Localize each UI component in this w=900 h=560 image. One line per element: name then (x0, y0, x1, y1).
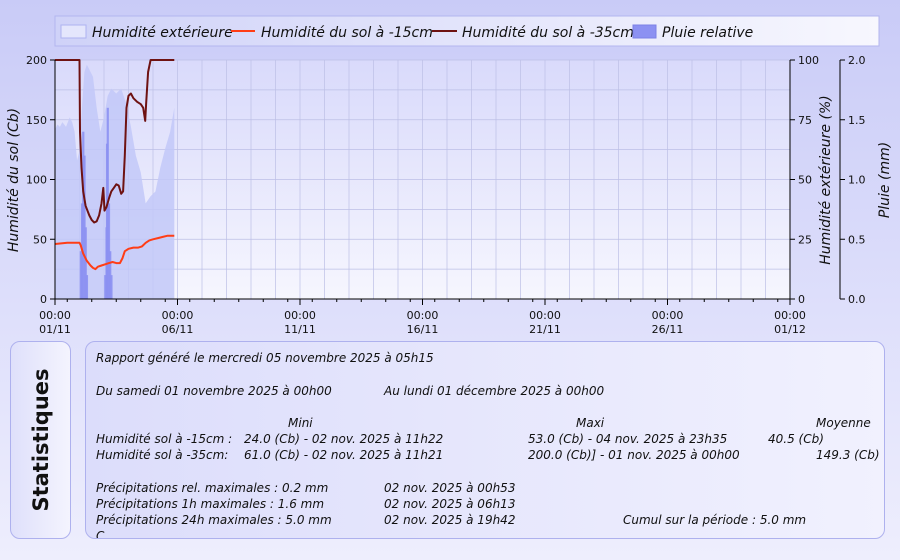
chart: 0 50 100 150 200 0 25 50 75 100 0.0 0.5 1.0 1.5 2.0 00:… (6, 15, 893, 336)
y-right1-tick-label: 75 (798, 114, 812, 127)
y-right1-tick-label: 100 (798, 54, 819, 67)
precip-1h-label: Précipitations 1h maximales : 1.6 mm (96, 497, 325, 511)
y-right2-axis-label: Pluie (mm) (877, 142, 893, 218)
statistics-side-panel: Statistiques (10, 341, 71, 539)
x-tick-date-label: 21/11 (529, 323, 561, 336)
x-tick-time-label: 00:00 (407, 309, 439, 322)
period-to: Au lundi 01 décembre 2025 à 00h00 (384, 384, 605, 398)
row-sol-35-avg: 149.3 (Cb) (816, 448, 880, 462)
row-sol-35-max: 200.0 (Cb)] - 01 nov. 2025 à 00h00 (528, 448, 740, 462)
x-tick-time-label: 00:00 (39, 309, 71, 322)
y-left-tick-label: 100 (26, 174, 47, 187)
rain-bar (104, 275, 107, 299)
y-right1-tick-label: 50 (798, 174, 812, 187)
precip-rel-date: 02 nov. 2025 à 00h53 (384, 481, 516, 495)
legend: Humidité extérieure Humidité du sol à -1… (54, 15, 880, 47)
series-line-sol-15 (54, 234, 175, 271)
rain-bar (109, 251, 112, 299)
y-left-tick-label: 150 (26, 114, 47, 127)
x-tick-time-label: 00:00 (774, 309, 806, 322)
x-tick-date-label: 01/12 (774, 323, 806, 336)
row-sol-15-max: 53.0 (Cb) - 04 nov. 2025 à 23h35 (528, 432, 728, 446)
x-tick-date-label: 26/11 (652, 323, 684, 336)
report-date: Rapport généré le mercredi 05 novembre 2… (96, 351, 434, 365)
rain-bar (110, 275, 113, 299)
legend-swatch-humidite-ext (60, 24, 87, 39)
row-sol-35-label: Humidité sol à -35cm: (96, 448, 229, 462)
y-right2-tick-label: 1.5 (848, 114, 866, 127)
rain-bar (107, 203, 111, 299)
legend-label-pluie: Pluie relative (662, 25, 753, 41)
legend-label-sol-35: Humidité du sol à -35cm (462, 25, 634, 41)
x-tick-time-label: 00:00 (529, 309, 561, 322)
statistics-title: Statistiques (28, 368, 53, 512)
header-avg: Moyenne (816, 416, 871, 430)
row-sol-35-min: 61.0 (Cb) - 02 nov. 2025 à 11h21 (244, 448, 444, 462)
row-sol-15-min: 24.0 (Cb) - 02 nov. 2025 à 11h22 (244, 432, 444, 446)
statistics-panel: Rapport généré le mercredi 05 novembre 2… (85, 341, 885, 539)
y-left-axis-label: Humidité du sol (Cb) (6, 108, 22, 252)
y-right2-tick-label: 0.0 (848, 293, 866, 306)
y-right2-tick-label: 2.0 (848, 54, 866, 67)
grid (54, 59, 791, 300)
row-sol-15-avg: 40.5 (Cb) (768, 432, 824, 446)
rain-bar (83, 155, 86, 299)
x-tick-time-label: 00:00 (162, 309, 194, 322)
precip-24h-label: Précipitations 24h maximales : 5.0 mm (96, 513, 332, 527)
precip-cumul: Cumul sur la période : 5.0 mm (623, 513, 807, 527)
header-max: Maxi (576, 416, 605, 430)
legend-label-humidite-ext: Humidité extérieure (92, 25, 233, 41)
legend-swatch-pluie (632, 24, 657, 39)
y-right1-tick-label: 0 (798, 293, 805, 306)
rain-bar (82, 131, 85, 299)
x-tick-date-label: 01/11 (39, 323, 71, 336)
x-tick-date-label: 11/11 (284, 323, 316, 336)
y-right2-tick-label: 0.5 (848, 233, 866, 246)
x-tick-date-label: 16/11 (407, 323, 439, 336)
x-tick-time-label: 00:00 (284, 309, 316, 322)
y-left-tick-label: 200 (26, 54, 47, 67)
y-right1-tick-label: 25 (798, 233, 812, 246)
precip-1h-date: 02 nov. 2025 à 06h13 (384, 497, 516, 511)
y-left-tick-label: 0 (40, 293, 47, 306)
precip-24h-date: 02 nov. 2025 à 19h42 (384, 513, 516, 527)
y-left-tick-label: 50 (33, 233, 47, 246)
axes: 0 50 100 150 200 0 25 50 75 100 0.0 0.5 1.0 1.5 2.0 00:… (26, 54, 866, 336)
series-layer (54, 59, 175, 299)
legend-label-sol-15: Humidité du sol à -15cm (261, 25, 433, 41)
x-tick-time-label: 00:00 (652, 309, 684, 322)
header-min: Mini (288, 416, 313, 430)
y-right1-axis-label: Humidité extérieure (%) (818, 95, 834, 264)
y-right2-tick-label: 1.0 (848, 174, 866, 187)
row-sol-15-label: Humidité sol à -15cm : (96, 432, 233, 446)
x-tick-date-label: 06/11 (162, 323, 194, 336)
cut-off-line: C (96, 529, 105, 539)
precip-rel-label: Précipitations rel. maximales : 0.2 mm (96, 481, 329, 495)
period-from: Du samedi 01 novembre 2025 à 00h00 (96, 384, 332, 398)
rain-bar (79, 251, 82, 299)
rain-bar (84, 227, 87, 299)
rain-bar (85, 275, 89, 299)
series-line-sol-35 (55, 59, 175, 224)
